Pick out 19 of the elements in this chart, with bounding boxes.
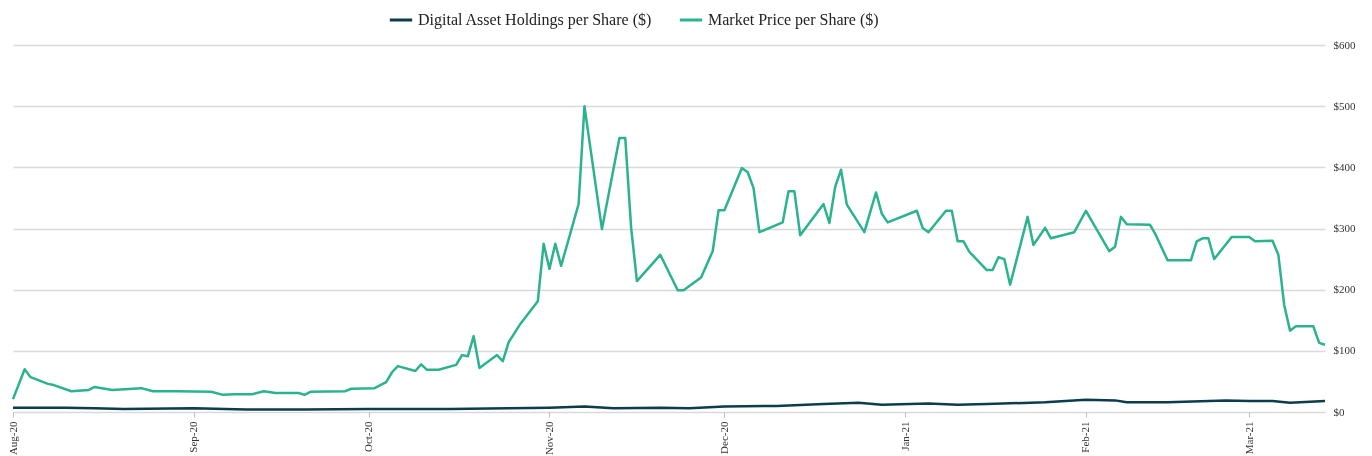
y-tick-label: $400: [1333, 160, 1356, 173]
x-tick-label: Mar-21: [1242, 421, 1255, 455]
y-tick-label: $200: [1333, 283, 1356, 296]
y-tick-label: $0: [1333, 405, 1345, 418]
x-tick-label: Jan-21: [898, 421, 911, 451]
x-tick-label: Nov-20: [542, 421, 555, 456]
x-tick-label: Dec-20: [717, 421, 730, 454]
y-tick-label: $300: [1333, 222, 1356, 234]
legend-label: Digital Asset Holdings per Share ($): [418, 11, 652, 29]
x-tick-label: Aug-20: [6, 421, 19, 456]
legend-label: Market Price per Share ($): [708, 11, 879, 29]
line-series: [11, 104, 1327, 401]
y-tick-label: $500: [1333, 99, 1356, 112]
x-tick-label: Oct-20: [362, 421, 375, 453]
x-tick-label: Feb-21: [1079, 421, 1092, 453]
line-series: [11, 398, 1327, 411]
y-tick-label: $100: [1333, 344, 1356, 357]
x-tick-label: Sep-20: [187, 421, 200, 453]
y-tick-label: $600: [1333, 38, 1356, 51]
